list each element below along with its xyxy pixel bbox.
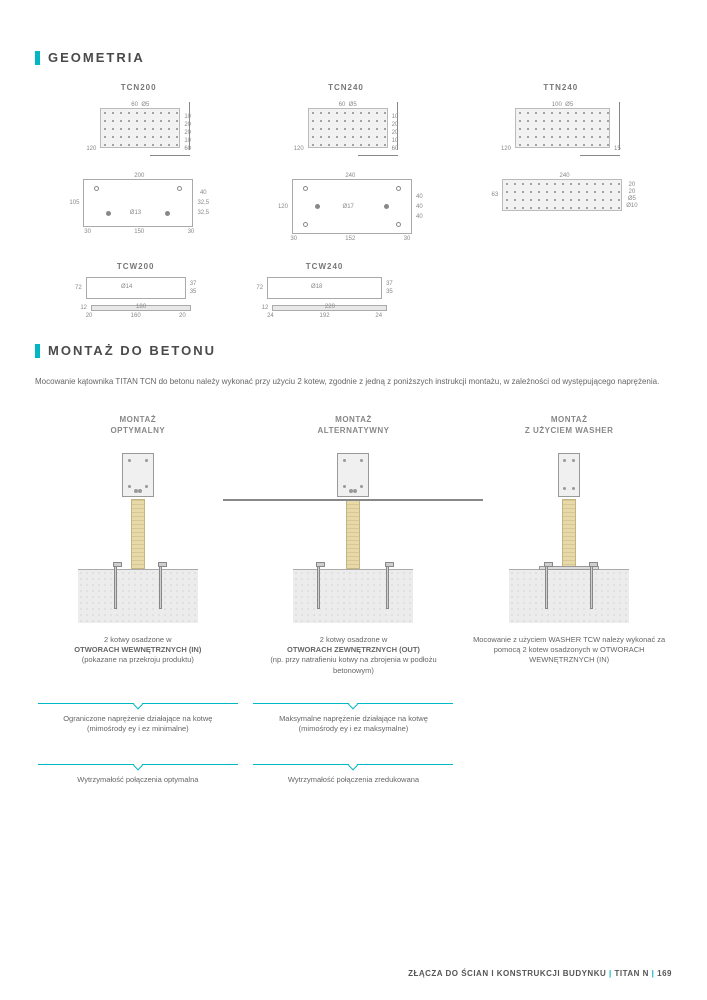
section-title: MONTAŻ DO BETONU [48,343,216,358]
mount-title: MONTAŻ Z UŻYCIEM WASHER [469,415,669,439]
section-header-montaz: MONTAŻ DO BETONU [35,343,672,358]
montaz-intro: Mocowanie kątownika TITAN TCN do betonu … [35,376,672,387]
geom-plate-240: 240 120 Ø17 40 40 40 30 152 30 [278,173,423,242]
divider [253,703,453,704]
note-2: Wytrzymałość połączenia zredukowana [253,775,453,815]
page-footer: ZŁĄCZA DO ŚCIAN I KONSTRUKCJI BUDYNKU | … [408,969,672,978]
diagram-tcw200: Ø14 [86,277,186,299]
diagram-ttn240: 100 Ø5 [515,102,610,148]
section-title: GEOMETRIA [48,50,145,65]
note-1: Ograniczone naprężenie działające na kot… [38,714,238,754]
note-2: Wytrzymałość połączenia optymalna [38,775,238,815]
mount-desc: 2 kotwy osadzone w OTWORACH WEWNĘTRZNYCH… [38,635,238,685]
divider [253,764,453,765]
diagram-plate-200: Ø13 [83,179,193,227]
diagram-tcn240: 60 Ø5 [308,102,388,148]
mount-diagram-washer [469,453,669,623]
mount-col-optimal: MONTAŻ OPTYMALNY 2 kotwy osadzone w OTWO… [38,415,238,815]
section-marker [35,344,40,358]
mount-title: MONTAŻ ALTERNATYWNY [253,415,453,439]
mount-diagram-optimal [38,453,238,623]
diagram-tcn200: 60 Ø5 [100,102,180,148]
geom-plate-200: 200 105 Ø13 40 32,5 32,5 30 150 30 [69,173,209,242]
geometry-row-3: TCW200 72 Ø14 37 35 12 180 20 160 20 TCW… [35,262,672,319]
geom-tcw200: TCW200 72 Ø14 37 35 12 180 20 160 20 [75,262,196,319]
section-header-geometria: GEOMETRIA [35,50,672,65]
diagram-plate-ttn [502,179,622,211]
diagram-plate-240: Ø17 [292,179,412,234]
note-1: Maksymalne naprężenie działające na kotw… [253,714,453,754]
divider [38,764,238,765]
mount-col-washer: MONTAŻ Z UŻYCIEM WASHER Mocowanie z użyc… [469,415,669,815]
mount-desc: 2 kotwy osadzone w OTWORACH ZEWNĘTRZNYCH… [253,635,453,685]
mount-title: MONTAŻ OPTYMALNY [38,415,238,439]
geom-tcn200: TCN200 120 60 Ø5 10 20 20 10 60 [86,83,191,153]
geom-tcw240: TCW240 72 Ø18 37 35 12 220 24 192 24 [256,262,392,319]
geom-tcn240: TCN240 120 60 Ø5 10 20 20 10 60 [294,83,399,153]
mount-desc: Mocowanie z użyciem WASHER TCW należy wy… [469,635,669,685]
geom-plate-ttn: 240 63 20 20 Ø5 Ø10 [492,173,638,242]
divider [38,703,238,704]
mount-row: MONTAŻ OPTYMALNY 2 kotwy osadzone w OTWO… [35,415,672,815]
mount-diagram-alt [253,453,453,623]
diagram-tcw240: Ø18 [267,277,382,299]
section-marker [35,51,40,65]
mount-col-alt: MONTAŻ ALTERNATYWNY 2 kotwy osadzone w O… [253,415,453,815]
geometry-row-1: TCN200 120 60 Ø5 10 20 20 10 60 TCN240 1… [35,83,672,153]
geometry-row-2: 200 105 Ø13 40 32,5 32,5 30 150 30 240 [35,173,672,242]
geom-ttn240: TTN240 120 100 Ø5 15 [501,83,621,153]
